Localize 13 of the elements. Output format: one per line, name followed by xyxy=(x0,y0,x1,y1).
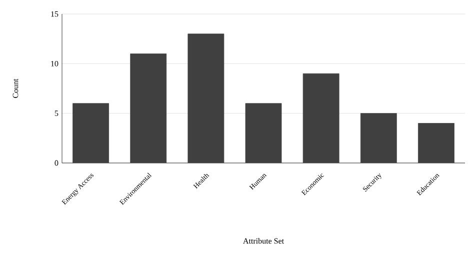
bar xyxy=(360,113,397,163)
bar xyxy=(188,34,224,163)
y-tick-label: 5 xyxy=(54,110,58,116)
bar xyxy=(418,123,454,163)
bar xyxy=(302,73,340,163)
y-tick-label: 10 xyxy=(51,60,58,66)
y-tick-label: 0 xyxy=(54,160,58,166)
y-axis-title: Count xyxy=(12,78,18,98)
y-tick-label: 15 xyxy=(51,11,58,17)
bar xyxy=(130,54,167,163)
x-axis-title: Attribute Set xyxy=(243,238,284,244)
bar xyxy=(72,103,109,163)
bar xyxy=(245,103,282,163)
